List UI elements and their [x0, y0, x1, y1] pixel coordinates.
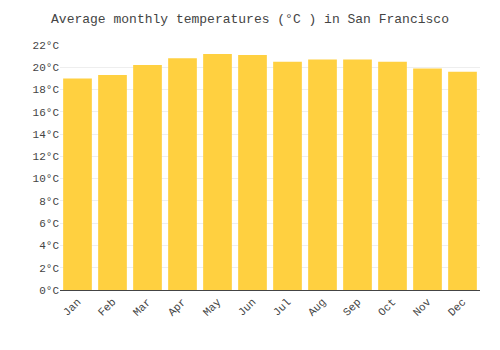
svg-text:Mar: Mar: [131, 296, 153, 318]
svg-text:Jan: Jan: [61, 296, 83, 318]
svg-text:Aug: Aug: [306, 296, 328, 318]
svg-text:4°C: 4°C: [39, 240, 59, 252]
svg-text:12°C: 12°C: [33, 151, 60, 163]
svg-text:10°C: 10°C: [33, 173, 60, 185]
svg-text:6°C: 6°C: [39, 218, 59, 230]
svg-text:8°C: 8°C: [39, 196, 59, 208]
svg-text:Jun: Jun: [236, 296, 258, 318]
svg-text:Dec: Dec: [446, 296, 468, 318]
svg-text:20°C: 20°C: [33, 62, 60, 74]
svg-text:22°C: 22°C: [33, 40, 60, 52]
svg-text:Nov: Nov: [411, 296, 434, 319]
svg-text:Jul: Jul: [271, 296, 293, 318]
svg-text:Oct: Oct: [376, 296, 398, 318]
svg-text:0°C: 0°C: [39, 285, 59, 297]
svg-text:May: May: [201, 296, 224, 319]
svg-text:16°C: 16°C: [33, 107, 60, 119]
svg-text:18°C: 18°C: [33, 84, 60, 96]
svg-text:2°C: 2°C: [39, 263, 59, 275]
svg-text:14°C: 14°C: [33, 129, 60, 141]
svg-text:Feb: Feb: [96, 296, 118, 318]
svg-text:Sep: Sep: [341, 296, 363, 318]
svg-text:Apr: Apr: [166, 296, 188, 318]
svg-text:Average monthly temperatures (: Average monthly temperatures (°C ) in Sa…: [51, 12, 449, 27]
